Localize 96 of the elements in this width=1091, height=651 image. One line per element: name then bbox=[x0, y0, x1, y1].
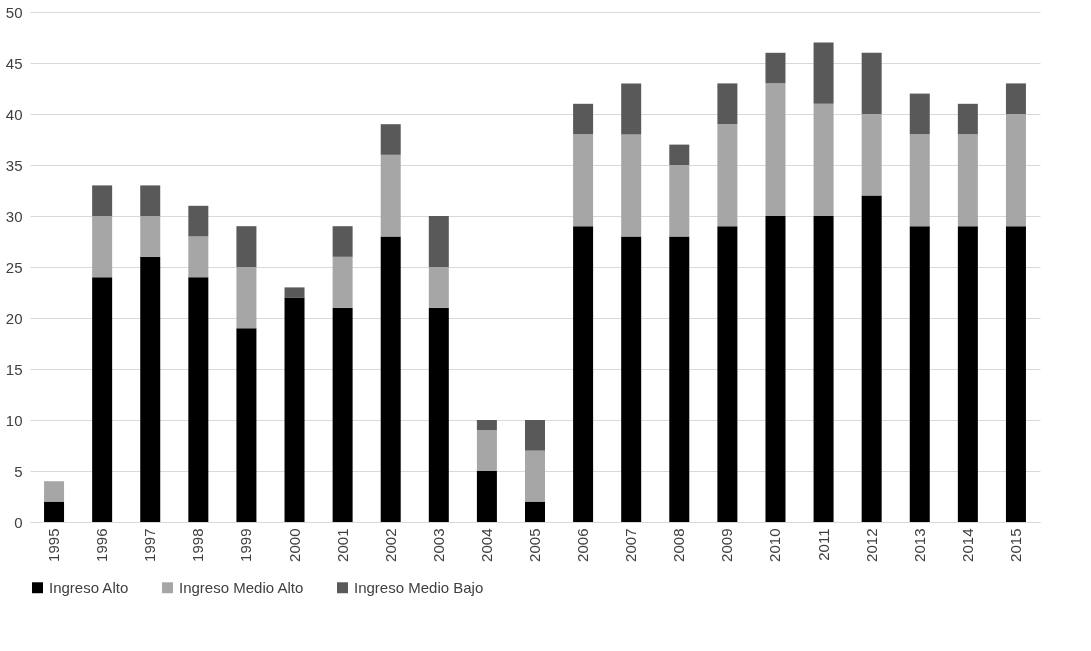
bar bbox=[573, 226, 594, 522]
x-tick-label: 1999 bbox=[237, 528, 255, 562]
bar bbox=[1005, 83, 1026, 114]
bar bbox=[140, 256, 161, 522]
bar bbox=[813, 216, 834, 522]
bar bbox=[909, 226, 930, 522]
x-tick-label: 2012 bbox=[862, 528, 880, 562]
bar bbox=[909, 93, 930, 135]
x-tick-label: 2009 bbox=[718, 528, 736, 562]
bar bbox=[525, 501, 545, 522]
x-tick-label: 2001 bbox=[333, 528, 351, 562]
bar bbox=[669, 165, 690, 237]
bar bbox=[621, 83, 642, 135]
bar bbox=[1005, 226, 1026, 522]
bar bbox=[188, 277, 209, 522]
x-tick-label: 2004 bbox=[477, 528, 495, 562]
bar bbox=[765, 52, 786, 84]
bar bbox=[621, 236, 642, 522]
bar bbox=[909, 134, 930, 227]
legend-label: Ingreso Medio Bajo bbox=[354, 578, 484, 596]
bar bbox=[188, 205, 209, 237]
bar bbox=[957, 226, 978, 522]
bar bbox=[717, 83, 738, 125]
x-tick-label: 2002 bbox=[381, 528, 399, 562]
bar bbox=[1005, 114, 1026, 227]
bar bbox=[428, 216, 449, 267]
y-tick-label: 35 bbox=[5, 156, 23, 174]
bar bbox=[813, 42, 834, 104]
bar bbox=[380, 124, 401, 155]
bar bbox=[476, 471, 497, 522]
bar bbox=[92, 277, 113, 522]
y-tick-label: 40 bbox=[5, 105, 23, 123]
bar bbox=[525, 420, 545, 451]
bar bbox=[476, 420, 497, 431]
bar bbox=[765, 83, 786, 216]
bar bbox=[140, 216, 161, 257]
x-tick-label: 2014 bbox=[958, 528, 976, 562]
bar bbox=[332, 307, 353, 522]
bar bbox=[525, 450, 545, 502]
x-tick-label: 2011 bbox=[814, 528, 832, 561]
bar bbox=[44, 481, 65, 502]
bar bbox=[621, 134, 642, 237]
legend-label: Ingreso Alto bbox=[49, 578, 129, 596]
bar bbox=[861, 114, 882, 196]
bar bbox=[813, 103, 834, 216]
bar bbox=[92, 216, 113, 278]
bar bbox=[476, 430, 497, 471]
bar bbox=[332, 256, 353, 308]
bar bbox=[284, 287, 305, 298]
bar bbox=[669, 144, 690, 165]
x-tick-label: 2006 bbox=[574, 528, 592, 562]
x-tick-label: 1995 bbox=[45, 528, 63, 562]
x-tick-label: 2010 bbox=[766, 528, 784, 562]
y-tick-label: 15 bbox=[5, 360, 23, 378]
y-tick-label: 30 bbox=[5, 207, 23, 225]
bar bbox=[428, 267, 449, 308]
bar bbox=[573, 103, 594, 135]
y-tick-label: 20 bbox=[5, 309, 23, 327]
bar bbox=[188, 236, 209, 278]
bar bbox=[573, 134, 594, 227]
bar bbox=[957, 103, 978, 135]
x-tick-label: 2015 bbox=[1006, 528, 1024, 562]
y-tick-label: 10 bbox=[5, 411, 23, 429]
x-tick-label: 1997 bbox=[141, 528, 159, 562]
y-tick-label: 0 bbox=[14, 513, 23, 531]
y-tick-label: 50 bbox=[5, 3, 23, 21]
bar bbox=[765, 216, 786, 522]
bar bbox=[380, 154, 401, 237]
x-tick-label: 1996 bbox=[93, 528, 111, 562]
y-tick-label: 5 bbox=[14, 462, 23, 480]
x-tick-label: 2005 bbox=[526, 528, 543, 562]
legend-label: Ingreso Medio Alto bbox=[179, 578, 304, 596]
bar bbox=[957, 134, 978, 227]
bar bbox=[236, 267, 257, 329]
bar bbox=[236, 226, 257, 267]
x-tick-label: 2003 bbox=[429, 528, 447, 562]
bar bbox=[236, 328, 257, 522]
x-tick-label: 2008 bbox=[670, 528, 688, 562]
bar bbox=[332, 226, 353, 257]
bar bbox=[140, 185, 161, 216]
bar bbox=[861, 52, 882, 114]
bar bbox=[717, 226, 738, 522]
x-tick-label: 2013 bbox=[910, 528, 928, 562]
x-tick-label: 2000 bbox=[285, 528, 303, 562]
bar bbox=[380, 236, 401, 522]
y-tick-label: 25 bbox=[5, 258, 23, 276]
bar bbox=[92, 185, 113, 216]
bar bbox=[44, 501, 65, 522]
bar bbox=[717, 124, 738, 227]
x-tick-label: 2007 bbox=[622, 528, 640, 562]
x-tick-label: 1998 bbox=[189, 528, 207, 562]
bar bbox=[428, 307, 449, 522]
bar bbox=[284, 297, 305, 522]
bar bbox=[669, 236, 690, 522]
y-tick-label: 45 bbox=[5, 54, 23, 72]
bar bbox=[861, 195, 882, 522]
